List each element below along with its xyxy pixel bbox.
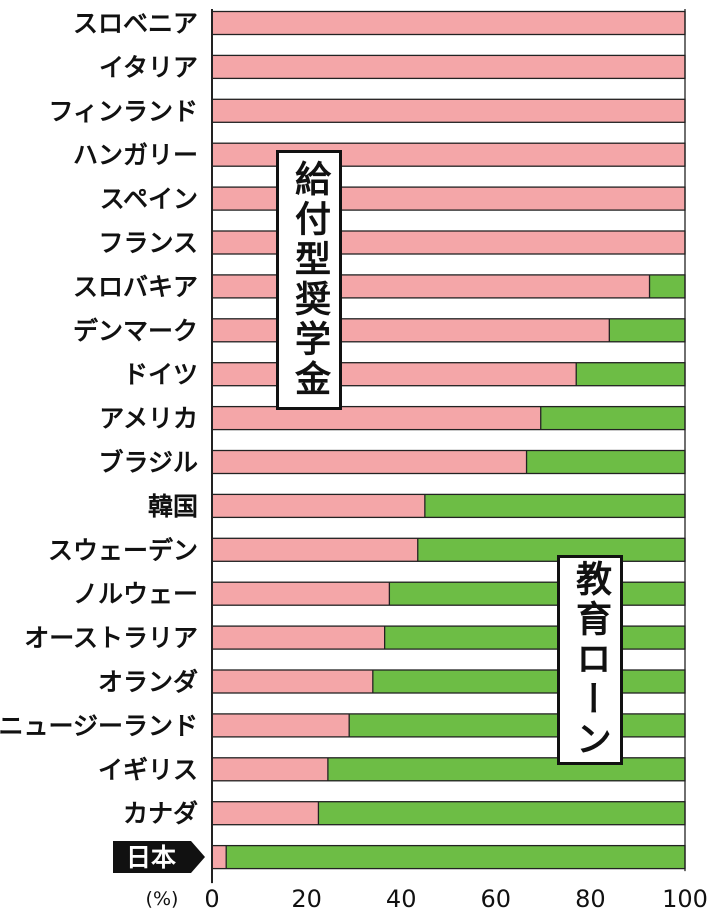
bar-grant bbox=[212, 757, 328, 781]
japan-highlight-tag: 日本 bbox=[113, 841, 205, 873]
bar-grant bbox=[212, 99, 685, 123]
category-label: オーストラリア bbox=[24, 624, 198, 653]
bar-grant bbox=[212, 538, 418, 562]
x-tick-label: 100 bbox=[662, 885, 708, 913]
category-label: ノルウェー bbox=[73, 580, 198, 609]
bar-loan bbox=[327, 757, 685, 781]
category-label: ニュージーランド bbox=[0, 711, 198, 740]
bar-grant bbox=[212, 494, 425, 518]
category-labels: スロベニアイタリアフィンランドハンガリースペインフランススロバキアデンマークドイ… bbox=[0, 9, 198, 828]
x-tick-label: 80 bbox=[575, 885, 606, 913]
category-label: フィンランド bbox=[48, 97, 198, 126]
grant-series-label: 給付型奨学金 bbox=[276, 150, 342, 410]
category-label: ハンガリー bbox=[73, 141, 198, 170]
bar-loan bbox=[372, 670, 685, 693]
category-label: スロバキア bbox=[73, 272, 198, 301]
x-tick-label: 0 bbox=[204, 885, 219, 913]
tag-shape bbox=[113, 841, 205, 873]
category-label: アメリカ bbox=[99, 404, 198, 433]
japan-tag-text: 日本 bbox=[126, 843, 176, 872]
bar-grant bbox=[212, 450, 527, 474]
bar-grant bbox=[212, 406, 541, 430]
category-label: フランス bbox=[98, 229, 198, 258]
x-unit-label: (%) bbox=[146, 888, 179, 910]
category-label: 韓国 bbox=[148, 492, 198, 521]
category-label: イギリス bbox=[98, 755, 198, 784]
bar-grant bbox=[212, 362, 577, 386]
bar-loan bbox=[318, 801, 685, 825]
bar-loan bbox=[389, 582, 685, 606]
bar-loan bbox=[649, 274, 685, 298]
loan-series-label: 教育ローン bbox=[557, 555, 623, 765]
bar-loan bbox=[576, 362, 685, 386]
x-tick-label: 40 bbox=[386, 885, 417, 913]
category-label: スウェーデン bbox=[48, 536, 198, 565]
bar-grant bbox=[212, 670, 373, 693]
bar-loan bbox=[609, 318, 685, 342]
bar-grant bbox=[212, 11, 685, 35]
bar-loan bbox=[349, 713, 685, 737]
bar-grant bbox=[212, 713, 350, 737]
category-label: ブラジル bbox=[98, 448, 198, 477]
category-label: オランダ bbox=[98, 668, 198, 697]
bar-grant bbox=[212, 55, 685, 79]
category-label: ドイツ bbox=[123, 360, 198, 389]
category-label: デンマーク bbox=[73, 316, 198, 345]
bar-grant bbox=[212, 626, 385, 650]
bar-loan bbox=[540, 406, 685, 430]
bar-grant bbox=[212, 801, 319, 825]
category-label: カナダ bbox=[123, 799, 198, 828]
bar-loan bbox=[526, 450, 685, 474]
x-tick-label: 20 bbox=[291, 885, 322, 913]
x-tick-label: 60 bbox=[481, 885, 512, 913]
category-label: スペイン bbox=[100, 185, 198, 214]
bar-grant bbox=[212, 582, 390, 606]
x-axis: 0 20 40 60 80 100 (%) bbox=[146, 9, 708, 913]
category-label: スロベニア bbox=[73, 9, 198, 38]
bar-loan bbox=[417, 538, 685, 562]
category-label: イタリア bbox=[99, 53, 198, 82]
bar-loan bbox=[226, 845, 685, 869]
bar-grant bbox=[212, 845, 227, 869]
bar-grant bbox=[212, 318, 610, 342]
bar-loan bbox=[424, 494, 685, 518]
bar-loan bbox=[384, 626, 685, 650]
